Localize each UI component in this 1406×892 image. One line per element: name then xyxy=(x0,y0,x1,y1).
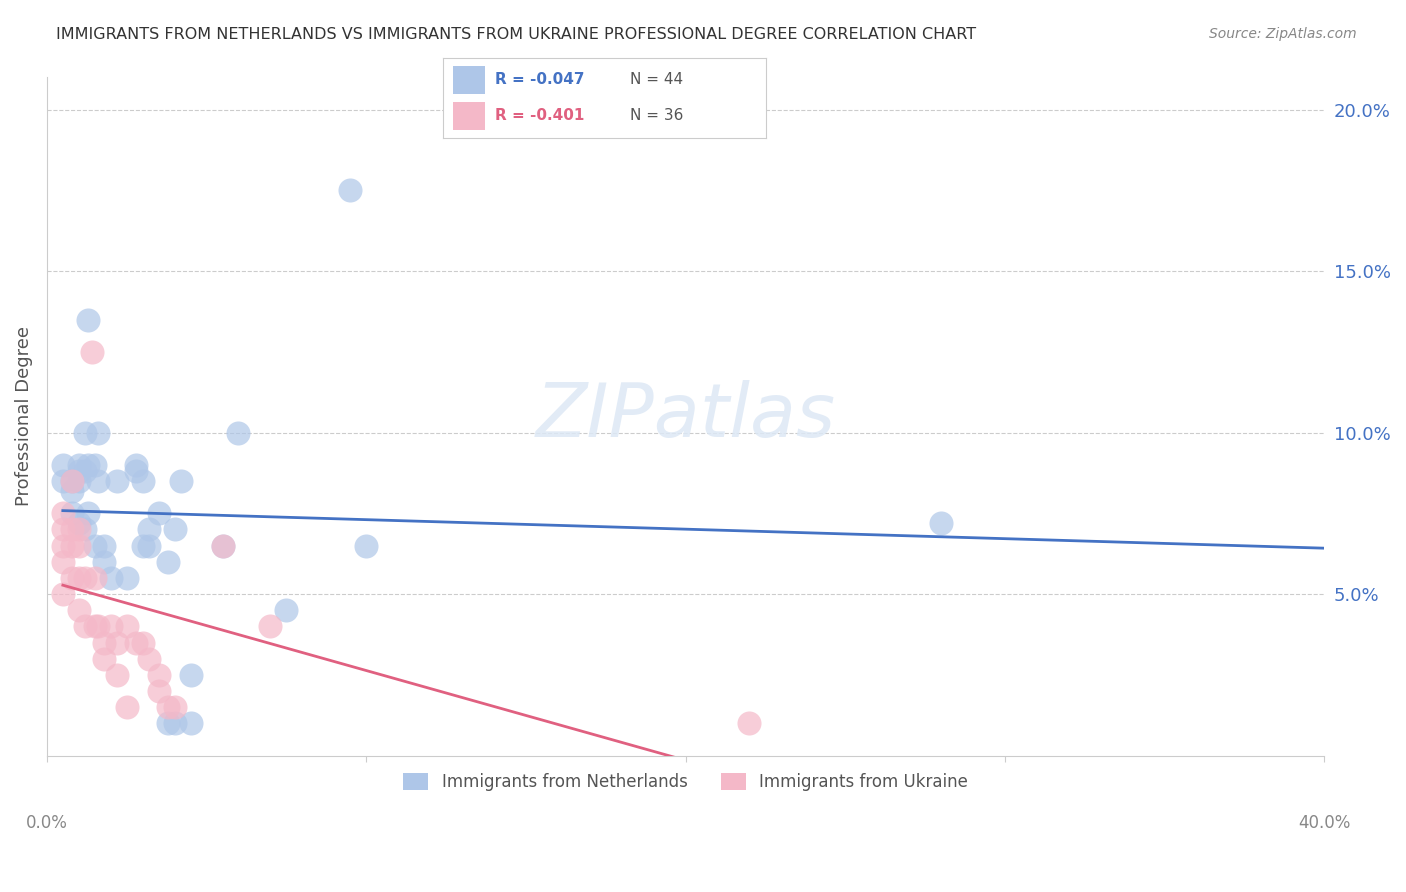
Point xyxy=(163,700,186,714)
Point xyxy=(148,507,170,521)
Y-axis label: Professional Degree: Professional Degree xyxy=(15,326,32,507)
Point xyxy=(148,684,170,698)
Point xyxy=(131,474,153,488)
Point xyxy=(87,474,110,488)
Bar xyxy=(453,66,485,95)
Point xyxy=(75,619,97,633)
Point xyxy=(67,458,90,472)
Point xyxy=(77,312,100,326)
Point xyxy=(131,635,153,649)
Point xyxy=(62,507,84,521)
Point xyxy=(67,516,90,530)
Point xyxy=(87,619,110,633)
Point xyxy=(77,458,100,472)
Point xyxy=(75,464,97,478)
Point xyxy=(138,539,160,553)
Point xyxy=(67,571,90,585)
Point xyxy=(170,474,193,488)
Point xyxy=(131,539,153,553)
Point xyxy=(67,464,90,478)
Point xyxy=(52,474,75,488)
Text: 0.0%: 0.0% xyxy=(25,814,67,831)
Point xyxy=(738,716,761,731)
Point xyxy=(67,474,90,488)
Point xyxy=(929,516,952,530)
Point xyxy=(93,539,115,553)
Text: 40.0%: 40.0% xyxy=(1298,814,1351,831)
Point xyxy=(52,539,75,553)
Point xyxy=(354,539,377,553)
Point xyxy=(67,603,90,617)
Point xyxy=(52,458,75,472)
Point xyxy=(83,539,105,553)
Point xyxy=(138,523,160,537)
Point xyxy=(105,474,128,488)
Text: N = 44: N = 44 xyxy=(630,72,683,87)
Point xyxy=(62,474,84,488)
Point xyxy=(148,668,170,682)
Point xyxy=(211,539,233,553)
Point xyxy=(93,555,115,569)
Point xyxy=(100,571,122,585)
Point xyxy=(62,483,84,498)
Legend: Immigrants from Netherlands, Immigrants from Ukraine: Immigrants from Netherlands, Immigrants … xyxy=(396,766,974,798)
Point xyxy=(180,668,202,682)
Text: Source: ZipAtlas.com: Source: ZipAtlas.com xyxy=(1209,27,1357,41)
Point xyxy=(62,474,84,488)
Text: ZIPatlas: ZIPatlas xyxy=(536,381,835,452)
Point xyxy=(115,571,138,585)
Point xyxy=(80,345,103,359)
Point xyxy=(276,603,298,617)
Point xyxy=(93,651,115,665)
Point xyxy=(211,539,233,553)
Point xyxy=(62,539,84,553)
Point xyxy=(52,587,75,601)
Point xyxy=(75,425,97,440)
Point xyxy=(83,619,105,633)
Point xyxy=(105,668,128,682)
Point xyxy=(62,571,84,585)
Point xyxy=(125,458,148,472)
Point xyxy=(75,523,97,537)
Point xyxy=(180,716,202,731)
Point xyxy=(93,635,115,649)
Text: R = -0.401: R = -0.401 xyxy=(495,108,583,123)
Point xyxy=(52,555,75,569)
Point xyxy=(75,571,97,585)
Point xyxy=(228,425,250,440)
Point xyxy=(157,555,180,569)
Point xyxy=(115,619,138,633)
Text: R = -0.047: R = -0.047 xyxy=(495,72,583,87)
Point xyxy=(138,651,160,665)
Point xyxy=(125,635,148,649)
Bar xyxy=(453,103,485,130)
Point xyxy=(339,184,361,198)
Point xyxy=(77,507,100,521)
Point xyxy=(67,539,90,553)
Point xyxy=(125,464,148,478)
Point xyxy=(163,716,186,731)
Text: IMMIGRANTS FROM NETHERLANDS VS IMMIGRANTS FROM UKRAINE PROFESSIONAL DEGREE CORRE: IMMIGRANTS FROM NETHERLANDS VS IMMIGRANT… xyxy=(56,27,976,42)
Point xyxy=(83,571,105,585)
Point xyxy=(105,635,128,649)
Point xyxy=(115,700,138,714)
Point xyxy=(100,619,122,633)
Point xyxy=(62,523,84,537)
Point xyxy=(259,619,281,633)
Point xyxy=(83,458,105,472)
Point xyxy=(163,523,186,537)
Point xyxy=(157,700,180,714)
Point xyxy=(87,425,110,440)
Point xyxy=(52,507,75,521)
Point xyxy=(157,716,180,731)
Point xyxy=(52,523,75,537)
Point xyxy=(67,523,90,537)
Text: N = 36: N = 36 xyxy=(630,108,683,123)
